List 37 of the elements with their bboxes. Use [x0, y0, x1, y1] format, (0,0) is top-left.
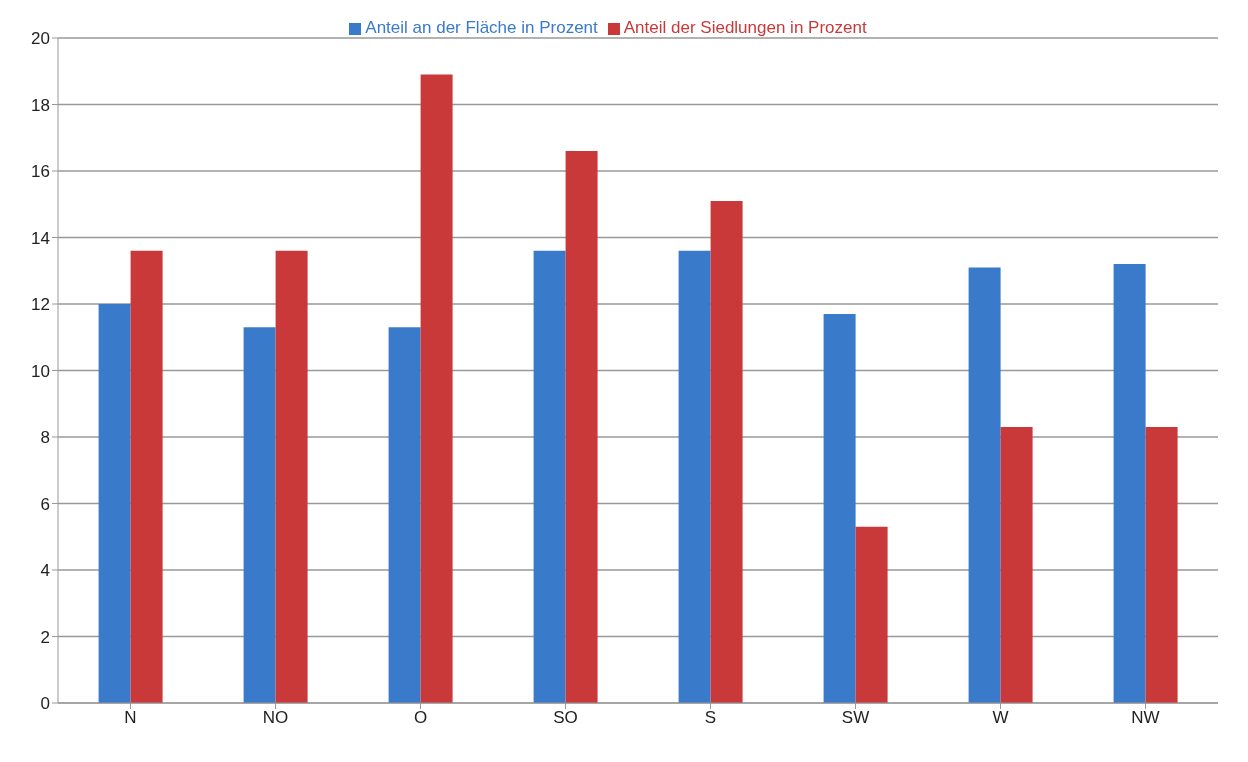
bar — [98, 304, 131, 703]
y-tick-label: 2 — [40, 627, 50, 647]
x-tick-label: N — [124, 708, 137, 728]
legend-label: Anteil der Siedlungen in Prozent — [623, 18, 867, 37]
y-tick-label: 6 — [40, 494, 50, 514]
bar — [968, 267, 1001, 703]
bar — [1000, 427, 1033, 703]
y-tick-label: 10 — [31, 361, 50, 381]
bar — [1113, 264, 1146, 703]
y-tick-label: 0 — [40, 694, 50, 714]
bar — [243, 327, 276, 703]
bar — [420, 74, 453, 703]
x-tick-label: NO — [262, 708, 289, 728]
x-tick-label: S — [704, 708, 717, 728]
x-tick-label: SW — [841, 708, 870, 728]
y-tick-label: 8 — [40, 428, 50, 448]
bar — [565, 151, 598, 703]
y-tick-label: 12 — [31, 295, 50, 315]
bar — [855, 526, 888, 703]
y-tick-label: 20 — [31, 29, 50, 49]
bar — [275, 250, 308, 703]
bar — [710, 200, 743, 703]
x-tick-label: SO — [553, 708, 578, 728]
y-tick-label: 16 — [31, 162, 50, 182]
bar — [130, 250, 163, 703]
y-tick-label: 14 — [31, 228, 50, 248]
bar — [533, 250, 566, 703]
x-tick-label: NW — [1131, 708, 1160, 728]
bar — [1145, 427, 1178, 703]
x-tick-label: W — [992, 708, 1009, 728]
x-tick-label: O — [413, 708, 428, 728]
y-tick-label: 18 — [31, 95, 50, 115]
legend-label: Anteil an der Fläche in Prozent — [365, 18, 598, 37]
y-tick-label: 4 — [40, 561, 50, 581]
bar — [388, 327, 421, 703]
bar — [678, 250, 711, 703]
bar — [823, 313, 856, 703]
